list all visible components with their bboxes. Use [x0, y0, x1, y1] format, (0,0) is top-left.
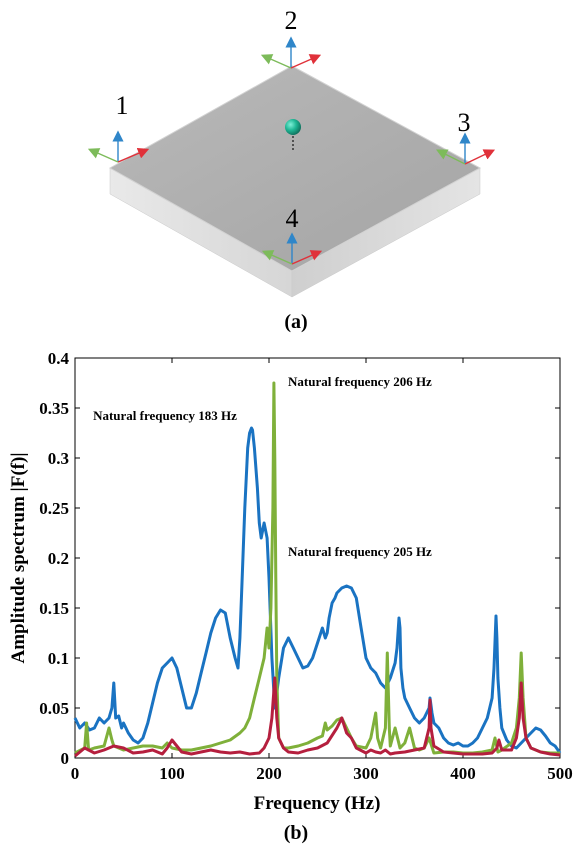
y-axis: 0 0.05 0.1 0.15 0.2 0.25 0.3 0.35 0.4: [39, 349, 560, 768]
series-line-2: [74, 381, 560, 755]
sensor-label-2: 2: [285, 6, 298, 35]
y-tick-label: 0.15: [39, 599, 69, 618]
sensor-label-3: 3: [458, 108, 471, 137]
sensor-label-4: 4: [286, 204, 299, 233]
sensor-label-1: 1: [116, 91, 129, 120]
x-tick-label: 0: [71, 764, 80, 783]
y-tick-label: 0.1: [48, 649, 69, 668]
y-tick-label: 0.35: [39, 399, 69, 418]
spectrum-chart: 0 0.05 0.1 0.15 0.2 0.25 0.3 0.35 0.4 0 100 200 300…: [8, 349, 573, 814]
annotation-label: Natural frequency 183 Hz: [93, 408, 237, 423]
y-tick-label: 0.4: [48, 349, 70, 368]
panel-b-label: (b): [284, 822, 308, 844]
y-axis-label: Amplitude spectrum |F(f)|: [8, 452, 29, 663]
sensor-axes-4: [261, 232, 323, 265]
series-line-1: [74, 676, 561, 758]
x-axis-label: Frequency (Hz): [254, 793, 381, 814]
annotation-label: Natural frequency 205 Hz: [288, 544, 432, 559]
sensor-axes-3: [435, 132, 496, 165]
y-tick-label: 0.25: [39, 499, 69, 518]
y-tick-label: 0: [61, 749, 70, 768]
sensor-axes-2: [260, 36, 322, 69]
panel-a-label: (a): [284, 311, 307, 333]
impact-ball: [285, 119, 301, 135]
x-tick-label: 500: [547, 764, 573, 783]
x-tick-label: 100: [159, 764, 185, 783]
y-tick-label: 0.3: [48, 449, 69, 468]
series-lines: [73, 381, 562, 758]
x-tick-label: 400: [450, 764, 476, 783]
x-tick-label: 200: [256, 764, 282, 783]
x-tick-label: 300: [353, 764, 379, 783]
plate-top-face: [108, 65, 482, 272]
y-tick-label: 0.2: [48, 549, 69, 568]
peak-annotations: Natural frequency 183 Hz Natural frequenc…: [93, 374, 432, 559]
plate-illustration: [108, 65, 482, 298]
series-line-0: [73, 426, 562, 754]
sensor-axes-1: [87, 130, 150, 163]
y-tick-label: 0.05: [39, 699, 69, 718]
x-axis: 0 100 200 300 400 500: [71, 358, 573, 783]
annotation-label: Natural frequency 206 Hz: [288, 374, 432, 389]
